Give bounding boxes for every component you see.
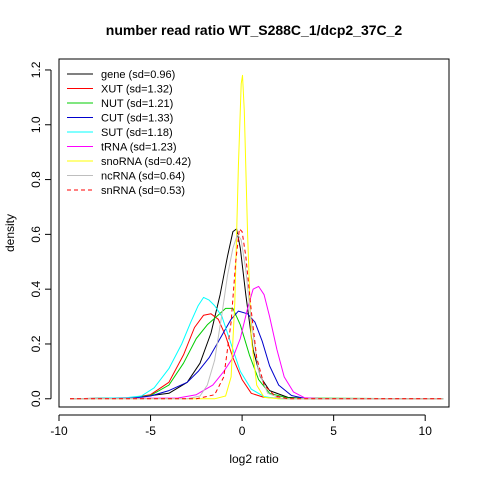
y-tick-label: 0.0 [29,390,43,407]
series-line-2 [69,307,444,400]
x-axis-label: log2 ratio [229,452,279,466]
series-layer [69,74,444,400]
legend-label: ncRNA (sd=0.64) [101,171,185,183]
y-axis-label: density [3,214,17,252]
series-line-3 [69,310,444,400]
plot-frame [58,58,450,408]
x-tick-label: 10 [419,424,433,438]
chart-title: number read ratio WT_S288C_1/dcp2_37C_2 [106,22,403,38]
y-tick-label: 1.0 [29,116,43,133]
y-tick-label: 0.6 [29,226,43,243]
legend: gene (sd=0.96) XUT (sd=1.32) NUT (sd=1.21)… [67,69,191,197]
y-tick-label: 0.4 [29,281,43,298]
x-axis: -10 -5 0 5 10 [50,414,433,438]
x-tick-label: 5 [330,424,337,438]
legend-label: XUT (sd=1.32) [101,84,173,96]
legend-label: snoRNA (sd=0.42) [101,156,191,168]
legend-label: gene (sd=0.96) [101,69,175,81]
y-tick-label: 0.8 [29,171,43,188]
legend-label: SUT (sd=1.18) [101,127,173,139]
series-line-5 [69,285,444,400]
series-line-4 [69,296,444,400]
y-tick-label: 1.2 [29,61,43,78]
legend-label: snRNA (sd=0.53) [101,185,185,197]
x-tick-label: 0 [239,424,246,438]
series-line-6 [70,74,444,400]
y-tick-label: 0.2 [29,335,43,352]
x-tick-label: -5 [145,424,156,438]
legend-label: tRNA (sd=1.23) [101,142,177,154]
series-line-8 [70,228,444,400]
y-axis: 0.0 0.2 0.4 0.6 0.8 1.0 1.2 [29,61,52,407]
legend-label: NUT (sd=1.21) [101,98,173,110]
series-line-1 [69,313,444,400]
legend-label: CUT (sd=1.33) [101,113,173,125]
x-tick-label: -10 [50,424,68,438]
